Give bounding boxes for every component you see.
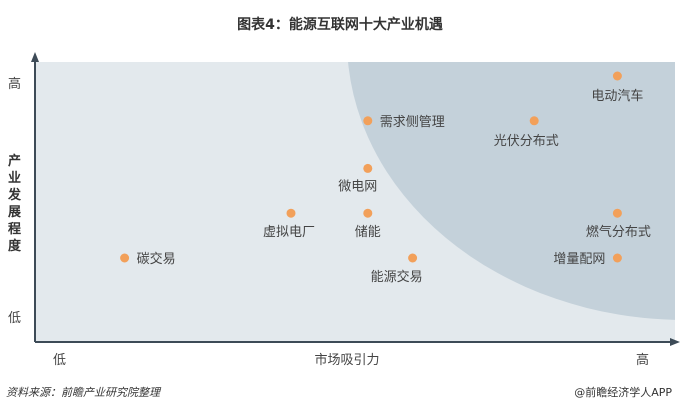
y-tick-high: 高 [8,76,21,92]
x-axis-label: 市场吸引力 [314,352,379,368]
data-point [363,163,373,173]
data-label: 增量配网 [553,252,605,267]
x-axis-arrow [670,338,680,346]
data-point [363,208,373,218]
data-label: 碳交易 [137,251,176,267]
y-axis-label-char: 产 [8,153,21,169]
y-axis-label-char: 展 [8,205,22,220]
data-point [286,208,296,218]
data-label: 虚拟电厂 [263,225,315,240]
y-axis-label-char: 发 [7,187,22,203]
chart-title: 图表4：能源互联网十大产业机遇 [237,17,443,33]
data-label: 微电网 [338,179,377,194]
y-axis-label-char: 度 [8,238,22,254]
data-point [612,208,622,218]
y-axis-label-char: 业 [8,170,21,186]
data-point [408,253,418,263]
data-label: 光伏分布式 [494,134,559,149]
x-tick-low: 低 [53,353,66,368]
data-point [612,71,622,81]
y-tick-low: 低 [8,311,21,326]
credit: @前瞻经济学人APP [574,386,672,399]
data-point [612,253,622,263]
data-point [529,116,539,126]
x-tick-high: 高 [636,352,649,368]
data-point [120,253,130,263]
data-point [363,116,373,126]
data-label: 需求侧管理 [380,115,445,130]
y-axis-label-char: 程 [8,222,21,237]
source-note: 资料来源：前瞻产业研究院整理 [6,386,160,399]
data-label: 电动汽车 [591,88,643,104]
high-opportunity-region [348,62,675,320]
data-label: 储能 [355,225,381,240]
data-label: 能源交易 [371,269,423,285]
y-axis-arrow [31,52,39,62]
data-label: 燃气分布式 [586,224,651,240]
